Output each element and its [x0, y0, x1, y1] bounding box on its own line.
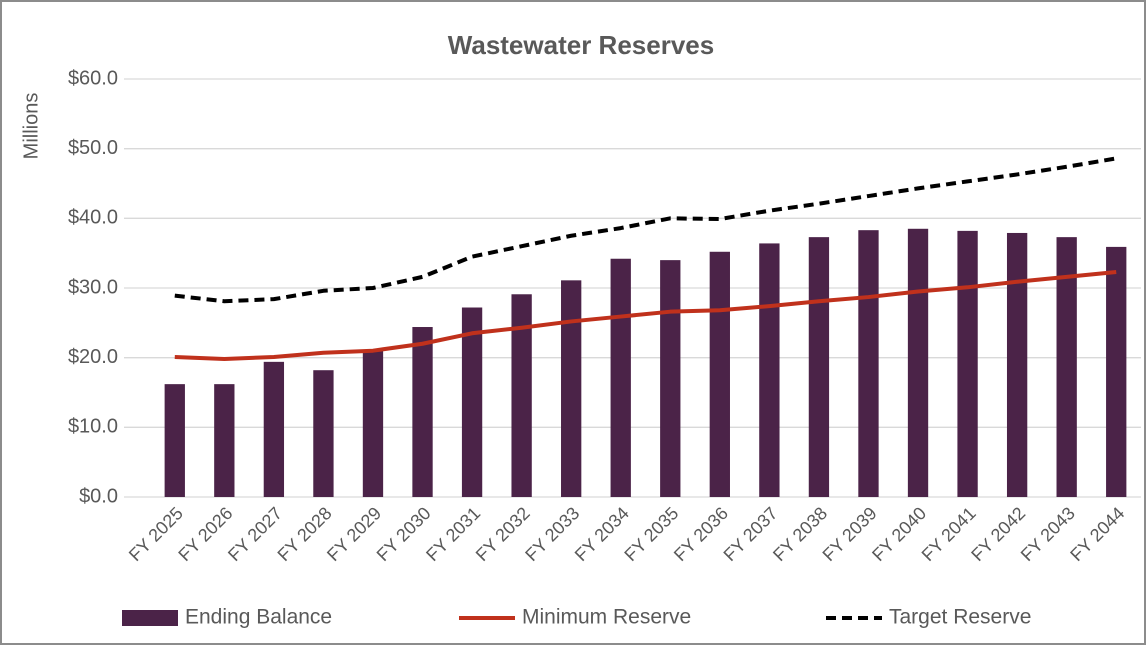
y-tick-label: $30.0 [68, 276, 118, 298]
bar [511, 294, 532, 497]
legend-label: Target Reserve [889, 606, 1031, 629]
legend-label: Minimum Reserve [522, 606, 691, 629]
bar [313, 370, 334, 497]
legend-label: Ending Balance [185, 606, 332, 629]
y-tick-label: $50.0 [68, 137, 118, 159]
bar [759, 243, 780, 497]
bar [214, 384, 235, 497]
bar [808, 237, 830, 498]
bar [858, 230, 879, 497]
y-tick-label: $60.0 [68, 67, 118, 89]
line-series [174, 269, 1117, 362]
bar [263, 361, 285, 497]
y-tick-label: $0.0 [79, 485, 118, 507]
bar [1006, 232, 1028, 498]
bar [362, 350, 384, 497]
bar [709, 251, 730, 497]
y-tick-label: $20.0 [68, 346, 118, 368]
bar [164, 384, 185, 497]
bar [957, 230, 978, 497]
chart-title: Wastewater Reserves [448, 30, 714, 60]
legend-swatch [122, 610, 178, 626]
y-axis-label: Millions [20, 93, 42, 160]
bar [412, 327, 433, 497]
bar [610, 258, 631, 497]
bar [461, 307, 483, 497]
bar [907, 228, 929, 498]
bar [660, 260, 681, 497]
bar [1106, 246, 1127, 497]
y-tick-label: $40.0 [68, 207, 118, 229]
line-series [174, 156, 1117, 304]
bar [1056, 237, 1077, 498]
bar [561, 280, 582, 497]
y-tick-label: $10.0 [68, 416, 118, 438]
